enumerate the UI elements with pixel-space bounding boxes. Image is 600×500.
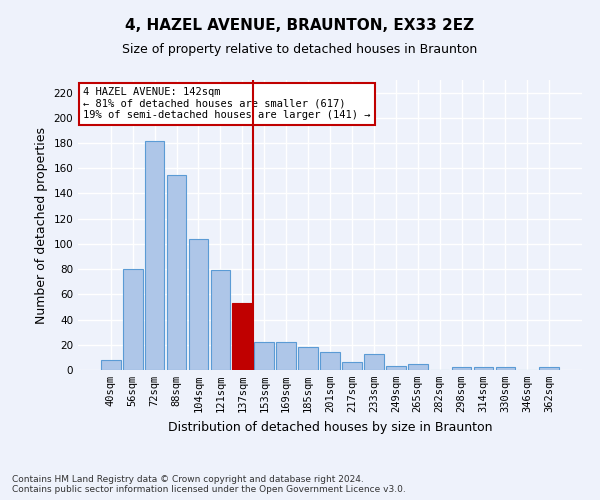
Bar [123, 269, 143, 370]
Bar [496, 368, 515, 370]
Bar [276, 342, 296, 370]
Bar [232, 303, 252, 370]
Bar [188, 239, 208, 370]
Bar [342, 362, 362, 370]
Bar [386, 366, 406, 370]
Bar [211, 270, 230, 370]
X-axis label: Distribution of detached houses by size in Braunton: Distribution of detached houses by size … [168, 420, 492, 434]
Bar [145, 140, 164, 370]
Text: Size of property relative to detached houses in Braunton: Size of property relative to detached ho… [122, 42, 478, 56]
Bar [539, 368, 559, 370]
Bar [254, 342, 274, 370]
Text: Contains HM Land Registry data © Crown copyright and database right 2024.: Contains HM Land Registry data © Crown c… [12, 476, 364, 484]
Y-axis label: Number of detached properties: Number of detached properties [35, 126, 48, 324]
Text: Contains public sector information licensed under the Open Government Licence v3: Contains public sector information licen… [12, 486, 406, 494]
Bar [473, 368, 493, 370]
Text: 4 HAZEL AVENUE: 142sqm
← 81% of detached houses are smaller (617)
19% of semi-de: 4 HAZEL AVENUE: 142sqm ← 81% of detached… [83, 87, 371, 120]
Bar [101, 360, 121, 370]
Bar [452, 368, 472, 370]
Bar [167, 174, 187, 370]
Bar [320, 352, 340, 370]
Bar [408, 364, 428, 370]
Bar [298, 348, 318, 370]
Text: 4, HAZEL AVENUE, BRAUNTON, EX33 2EZ: 4, HAZEL AVENUE, BRAUNTON, EX33 2EZ [125, 18, 475, 32]
Bar [364, 354, 384, 370]
